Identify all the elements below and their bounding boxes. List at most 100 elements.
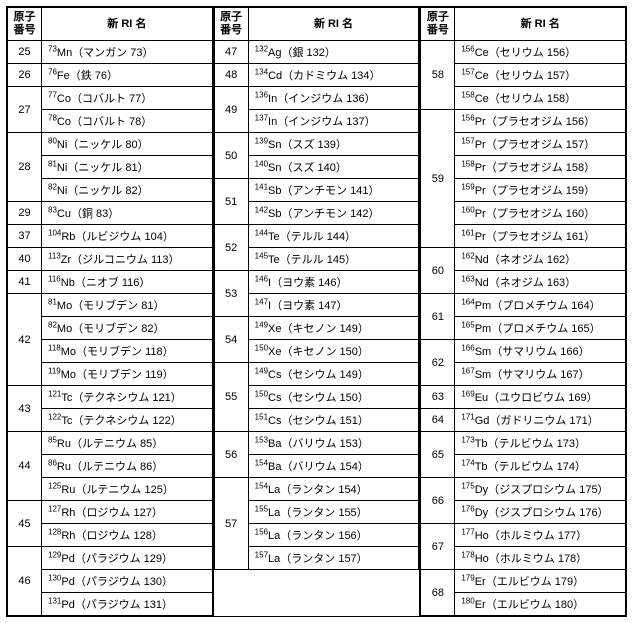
header-ri: 新 RI 名 xyxy=(455,8,626,41)
table-row: 2777Co（コバルト 77） xyxy=(8,87,213,110)
ri-name-cell: 116Nb（ニオブ 116） xyxy=(42,271,213,294)
ri-name-cell: 158Pr（プラセオジム 158） xyxy=(455,156,626,179)
table-row: 50139Sn（スズ 139） xyxy=(214,133,419,156)
ri-name-cell: 119Mo（モリブデン 119） xyxy=(42,363,213,386)
ri-name-cell: 127Rh（ロジウム 127） xyxy=(42,501,213,524)
column-3: 原子番号新 RI 名58156Ce（セリウム 156）157Ce（セリウム 15… xyxy=(420,7,626,616)
table-row: 45127Rh（ロジウム 127） xyxy=(8,501,213,524)
atomic-number-cell: 62 xyxy=(421,340,455,386)
ri-name-cell: 146I（ヨウ素 146） xyxy=(248,271,419,294)
ri-name-cell: 162Nd（ネオジム 162） xyxy=(455,248,626,271)
table-row: 58156Ce（セリウム 156） xyxy=(421,41,626,64)
atomic-number-cell: 29 xyxy=(8,202,42,225)
ri-name-cell: 113Zr（ジルコニウム 113） xyxy=(42,248,213,271)
table-row: 56153Ba（バリウム 153） xyxy=(214,432,419,455)
ri-name-cell: 125Ru（ルテニウム 125） xyxy=(42,478,213,501)
table-row: 55149Cs（セシウム 149） xyxy=(214,363,419,386)
ri-name-cell: 156Pr（プラセオジム 156） xyxy=(455,110,626,133)
atomic-number-cell: 28 xyxy=(8,133,42,202)
ri-name-cell: 173Tb（テルビウム 173） xyxy=(455,432,626,455)
ri-name-cell: 73Mn（マンガン 73） xyxy=(42,41,213,64)
ri-name-cell: 132Ag（銀 132） xyxy=(248,41,419,64)
ri-name-cell: 139Sn（スズ 139） xyxy=(248,133,419,156)
ri-name-cell: 130Pd（パラジウム 130） xyxy=(42,570,213,593)
table-row: 40113Zr（ジルコニウム 113） xyxy=(8,248,213,271)
ri-name-cell: 157Pr（プラセオジム 157） xyxy=(455,133,626,156)
ri-name-cell: 77Co（コバルト 77） xyxy=(42,87,213,110)
table-row: 37104Rb（ルビジウム 104） xyxy=(8,225,213,248)
ri-name-cell: 154Ba（バリウム 154） xyxy=(248,455,419,478)
table-row: 61164Pm（プロメチウム 164） xyxy=(421,294,626,317)
ri-name-cell: 150Cs（セシウム 150） xyxy=(248,386,419,409)
ri-name-cell: 85Ru（ルテニウム 85） xyxy=(42,432,213,455)
ri-name-cell: 163Nd（ネオジム 163） xyxy=(455,271,626,294)
ri-name-cell: 149Cs（セシウム 149） xyxy=(248,363,419,386)
atomic-number-cell: 67 xyxy=(421,524,455,570)
isotope-table: 原子番号 新 RI 名 2573Mn（マンガン 73）2676Fe（鉄 76）277… xyxy=(6,6,627,617)
ri-name-cell: 151Cs（セシウム 151） xyxy=(248,409,419,432)
ri-name-cell: 176Dy（ジスプロシウム 176） xyxy=(455,501,626,524)
table-row: 65173Tb（テルビウム 173） xyxy=(421,432,626,455)
table-row: 54149Xe（キセノン 149） xyxy=(214,317,419,340)
table-row: 41116Nb（ニオブ 116） xyxy=(8,271,213,294)
ri-name-cell: 161Pr（プラセオジム 161） xyxy=(455,225,626,248)
table-row: 48134Cd（カドミウム 134） xyxy=(214,64,419,87)
ri-name-cell: 156La（ランタン 156） xyxy=(248,524,419,547)
atomic-number-cell: 42 xyxy=(8,294,42,386)
table-row: 2573Mn（マンガン 73） xyxy=(8,41,213,64)
ri-name-cell: 121Tc（テクネシウム 121） xyxy=(42,386,213,409)
atomic-number-cell: 59 xyxy=(421,110,455,248)
ri-name-cell: 118Mo（モリブデン 118） xyxy=(42,340,213,363)
atomic-number-cell: 47 xyxy=(214,41,248,64)
ri-name-cell: 131Pd（パラジウム 131） xyxy=(42,593,213,616)
ri-name-cell: 159Pr（プラセオジム 159） xyxy=(455,179,626,202)
atomic-number-cell: 53 xyxy=(214,271,248,317)
ri-name-cell: 171Gd（ガドリニウム 171） xyxy=(455,409,626,432)
atomic-number-cell: 27 xyxy=(8,87,42,133)
atomic-number-cell: 60 xyxy=(421,248,455,294)
ri-name-cell: 160Pr（プラセオジム 160） xyxy=(455,202,626,225)
table-row: 43121Tc（テクネシウム 121） xyxy=(8,386,213,409)
atomic-number-cell: 52 xyxy=(214,225,248,271)
atomic-number-cell: 41 xyxy=(8,271,42,294)
ri-name-cell: 157Ce（セリウム 157） xyxy=(455,64,626,87)
ri-name-cell: 141Sb（アンチモン 141） xyxy=(248,179,419,202)
ri-name-cell: 165Pm（プロメチウム 165） xyxy=(455,317,626,340)
atomic-number-cell: 55 xyxy=(214,363,248,432)
ri-name-cell: 156Ce（セリウム 156） xyxy=(455,41,626,64)
table-row: 66175Dy（ジスプロシウム 175） xyxy=(421,478,626,501)
ri-name-cell: 80Ni（ニッケル 80） xyxy=(42,133,213,156)
table-row: 2676Fe（鉄 76） xyxy=(8,64,213,87)
table-row: 59156Pr（プラセオジム 156） xyxy=(421,110,626,133)
atomic-number-cell: 64 xyxy=(421,409,455,432)
table-row: 4281Mo（モリブデン 81） xyxy=(8,294,213,317)
ri-name-cell: 136In（インジウム 136） xyxy=(248,87,419,110)
header-atomic: 原子番号 xyxy=(214,8,248,41)
ri-name-cell: 82Ni（ニッケル 82） xyxy=(42,179,213,202)
ri-name-cell: 175Dy（ジスプロシウム 175） xyxy=(455,478,626,501)
atomic-number-cell: 66 xyxy=(421,478,455,524)
column-1: 原子番号新 RI 名2573Mn（マンガン 73）2676Fe（鉄 76）277… xyxy=(7,7,214,616)
ri-name-cell: 104Rb（ルビジウム 104） xyxy=(42,225,213,248)
ri-name-cell: 81Mo（モリブデン 81） xyxy=(42,294,213,317)
ri-name-cell: 169Eu（ユウロビウム 169） xyxy=(455,386,626,409)
table-row: 53146I（ヨウ素 146） xyxy=(214,271,419,294)
table-row: 2983Cu（銅 83） xyxy=(8,202,213,225)
ri-name-cell: 149Xe（キセノン 149） xyxy=(248,317,419,340)
ri-name-cell: 153Ba（バリウム 153） xyxy=(248,432,419,455)
ri-name-cell: 180Er（エルビウム 180） xyxy=(455,593,626,616)
ri-name-cell: 86Ru（ルテニウム 86） xyxy=(42,455,213,478)
atomic-number-cell: 40 xyxy=(8,248,42,271)
atomic-number-cell: 51 xyxy=(214,179,248,225)
table-row: 46129Pd（パラジウム 129） xyxy=(8,547,213,570)
atomic-number-cell: 63 xyxy=(421,386,455,409)
table-row: 2880Ni（ニッケル 80） xyxy=(8,133,213,156)
atomic-number-cell: 37 xyxy=(8,225,42,248)
ri-name-cell: 82Mo（モリブデン 82） xyxy=(42,317,213,340)
subtable: 原子番号新 RI 名58156Ce（セリウム 156）157Ce（セリウム 15… xyxy=(420,7,626,616)
table-row: 51141Sb（アンチモン 141） xyxy=(214,179,419,202)
atomic-number-cell: 68 xyxy=(421,570,455,616)
table-row: 49136In（インジウム 136） xyxy=(214,87,419,110)
atomic-number-cell: 26 xyxy=(8,64,42,87)
atomic-number-cell: 44 xyxy=(8,432,42,501)
